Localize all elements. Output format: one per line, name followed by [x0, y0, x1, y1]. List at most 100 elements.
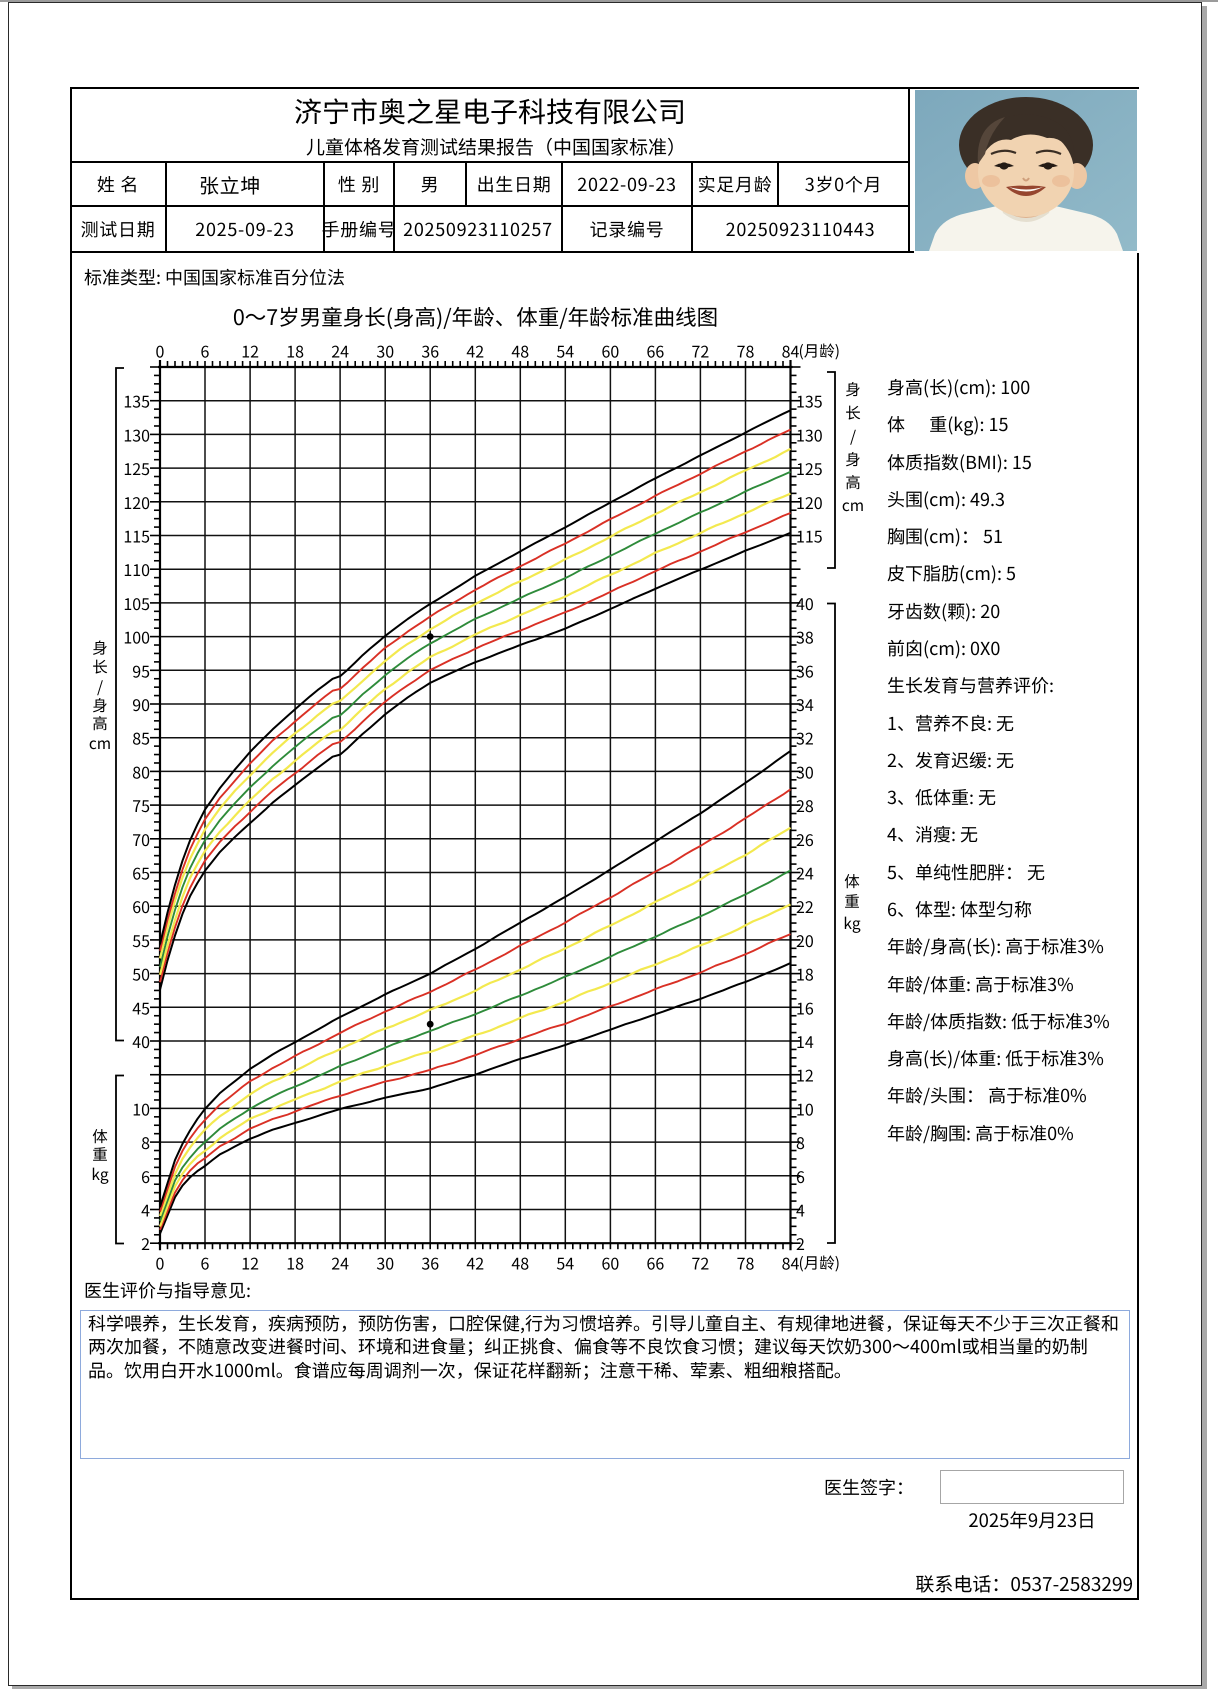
- svg-text:16: 16: [796, 995, 814, 1019]
- svg-text:14: 14: [796, 1029, 814, 1053]
- svg-text:体: 体: [844, 870, 860, 892]
- svg-text:(月龄): (月龄): [799, 340, 840, 362]
- svg-text:84: 84: [782, 1251, 800, 1275]
- svg-text:(月龄): (月龄): [799, 1252, 840, 1274]
- svg-text:45: 45: [132, 995, 150, 1019]
- svg-text:18: 18: [286, 1251, 304, 1275]
- svg-text:60: 60: [602, 339, 620, 363]
- svg-text:6: 6: [796, 1164, 805, 1188]
- svg-text:重: 重: [92, 1143, 108, 1165]
- svg-text:95: 95: [132, 658, 150, 682]
- svg-text:130: 130: [123, 422, 150, 446]
- svg-text:72: 72: [692, 339, 710, 363]
- svg-text:115: 115: [796, 524, 823, 548]
- svg-text:10: 10: [132, 1096, 150, 1120]
- svg-text:115: 115: [123, 524, 150, 548]
- svg-text:84: 84: [782, 339, 800, 363]
- svg-text:2: 2: [141, 1231, 150, 1255]
- svg-text:50: 50: [132, 962, 150, 986]
- svg-text:4: 4: [796, 1198, 805, 1222]
- svg-text:18: 18: [286, 339, 304, 363]
- svg-text:34: 34: [796, 692, 814, 716]
- svg-text:体: 体: [92, 1125, 108, 1147]
- svg-text:36: 36: [796, 658, 814, 682]
- svg-text:135: 135: [123, 389, 150, 413]
- svg-text:/: /: [850, 425, 856, 447]
- svg-text:30: 30: [376, 1251, 394, 1275]
- svg-text:20: 20: [796, 928, 814, 952]
- svg-text:54: 54: [556, 1251, 574, 1275]
- svg-text:60: 60: [602, 1251, 620, 1275]
- svg-text:2: 2: [796, 1231, 805, 1255]
- svg-text:6: 6: [201, 1251, 210, 1275]
- svg-text:130: 130: [796, 422, 823, 446]
- svg-text:42: 42: [466, 339, 484, 363]
- svg-text:80: 80: [132, 759, 150, 783]
- svg-text:6: 6: [141, 1164, 150, 1188]
- svg-text:75: 75: [132, 793, 150, 817]
- svg-text:48: 48: [511, 339, 529, 363]
- svg-text:18: 18: [796, 962, 814, 986]
- svg-text:高: 高: [92, 712, 108, 734]
- svg-text:78: 78: [737, 1251, 755, 1275]
- svg-text:26: 26: [796, 827, 814, 851]
- svg-text:32: 32: [796, 726, 814, 750]
- svg-text:长: 长: [92, 655, 108, 677]
- svg-text:30: 30: [376, 339, 394, 363]
- svg-text:125: 125: [796, 456, 823, 480]
- svg-text:身: 身: [845, 378, 861, 400]
- svg-text:78: 78: [737, 339, 755, 363]
- svg-text:12: 12: [796, 1063, 814, 1087]
- svg-text:120: 120: [123, 490, 150, 514]
- svg-text:135: 135: [796, 389, 823, 413]
- svg-text:24: 24: [796, 861, 814, 885]
- svg-text:22: 22: [796, 894, 814, 918]
- svg-text:12: 12: [241, 1251, 259, 1275]
- svg-text:48: 48: [511, 1251, 529, 1275]
- svg-text:高: 高: [845, 471, 861, 493]
- svg-text:长: 长: [845, 402, 861, 424]
- svg-text:38: 38: [796, 625, 814, 649]
- svg-text:30: 30: [796, 759, 814, 783]
- svg-text:28: 28: [796, 793, 814, 817]
- svg-text:60: 60: [132, 894, 150, 918]
- svg-text:40: 40: [796, 591, 814, 615]
- svg-text:110: 110: [123, 557, 150, 581]
- svg-text:cm: cm: [842, 494, 864, 516]
- svg-text:72: 72: [692, 1251, 710, 1275]
- svg-text:6: 6: [201, 339, 210, 363]
- svg-text:身: 身: [92, 637, 108, 659]
- svg-text:身: 身: [92, 694, 108, 716]
- svg-text:10: 10: [796, 1096, 814, 1120]
- svg-text:85: 85: [132, 726, 150, 750]
- svg-text:66: 66: [647, 339, 665, 363]
- svg-text:/: /: [97, 675, 103, 697]
- svg-text:70: 70: [132, 827, 150, 851]
- svg-text:36: 36: [421, 339, 439, 363]
- svg-text:4: 4: [141, 1198, 150, 1222]
- svg-text:0: 0: [156, 1251, 165, 1275]
- svg-text:24: 24: [331, 339, 349, 363]
- svg-text:12: 12: [241, 339, 259, 363]
- svg-text:kg: kg: [843, 912, 861, 934]
- svg-text:cm: cm: [89, 732, 111, 754]
- svg-text:65: 65: [132, 861, 150, 885]
- svg-text:55: 55: [132, 928, 150, 952]
- svg-text:125: 125: [123, 456, 150, 480]
- svg-text:105: 105: [123, 591, 150, 615]
- svg-text:120: 120: [796, 490, 823, 514]
- svg-text:身: 身: [845, 448, 861, 470]
- svg-text:40: 40: [132, 1029, 150, 1053]
- svg-text:66: 66: [647, 1251, 665, 1275]
- svg-text:24: 24: [331, 1251, 349, 1275]
- svg-text:8: 8: [141, 1130, 150, 1154]
- svg-text:42: 42: [466, 1251, 484, 1275]
- svg-text:36: 36: [421, 1251, 439, 1275]
- svg-text:重: 重: [844, 890, 860, 912]
- svg-text:0: 0: [156, 339, 165, 363]
- svg-text:8: 8: [796, 1130, 805, 1154]
- svg-text:100: 100: [123, 625, 150, 649]
- svg-text:kg: kg: [91, 1163, 109, 1185]
- svg-text:54: 54: [556, 339, 574, 363]
- svg-text:90: 90: [132, 692, 150, 716]
